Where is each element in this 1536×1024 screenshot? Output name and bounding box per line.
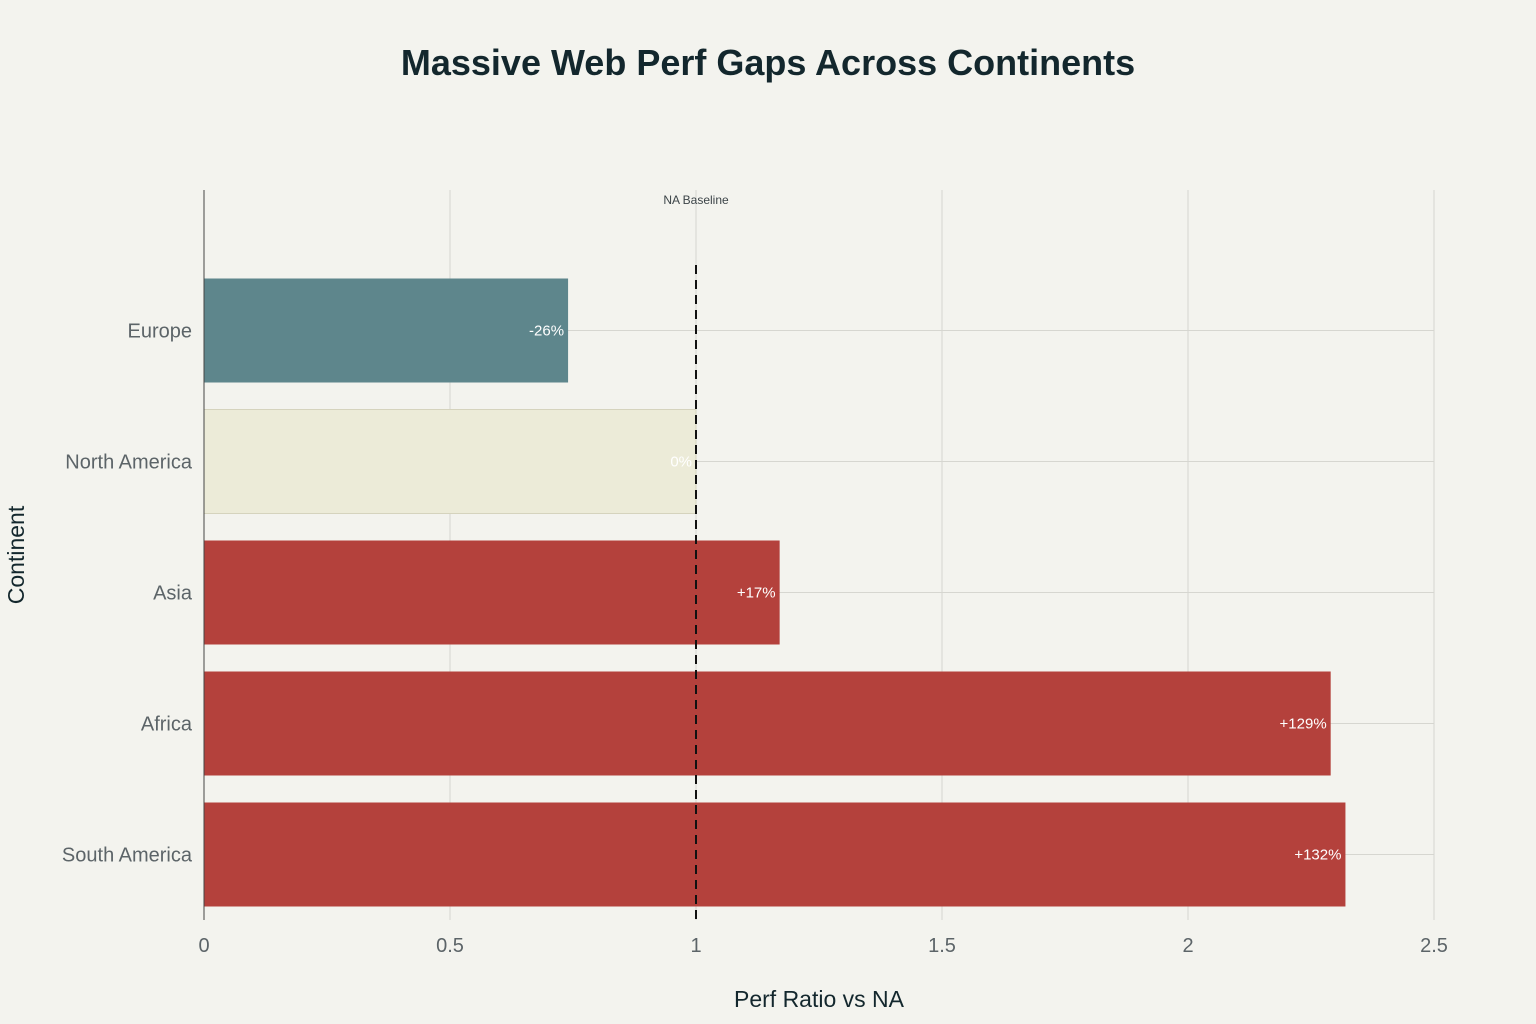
x-tick-label: 2 — [1182, 935, 1193, 957]
y-axis-title: Continent — [3, 505, 29, 604]
bar-africa — [204, 671, 1331, 776]
y-tick-label: Africa — [141, 714, 193, 736]
x-tick-label: 2.5 — [1420, 935, 1448, 957]
data-label: +129% — [1280, 716, 1327, 733]
bars — [203, 278, 1346, 907]
y-tick-label: Asia — [153, 583, 193, 605]
x-tick-label: 0 — [198, 935, 209, 957]
x-tick-label: 1 — [690, 935, 701, 957]
bar-asia — [204, 540, 780, 645]
data-label: +17% — [737, 585, 776, 602]
na-baseline-label: NA Baseline — [663, 193, 729, 207]
x-axis-title: Perf Ratio vs NA — [734, 986, 905, 1012]
data-label: +132% — [1294, 847, 1341, 864]
data-label: 0% — [670, 454, 692, 471]
bar-europe — [204, 278, 569, 383]
reference-line-group: NA Baseline — [663, 193, 729, 920]
y-tick-label: North America — [65, 452, 193, 474]
bar-south-america — [204, 802, 1346, 907]
x-tick-label: 0.5 — [436, 935, 464, 957]
y-tick-label: Europe — [128, 321, 193, 343]
x-tick-label: 1.5 — [928, 935, 956, 957]
data-labels: -26% 0% +17% +129% +132% — [529, 323, 1341, 864]
data-label: -26% — [529, 323, 564, 340]
axes: 0 0.5 1 1.5 2 2.5 Europe North America Asia Afric… — [62, 190, 1448, 957]
y-tick-label: South America — [62, 845, 193, 867]
chart-title: Massive Web Perf Gaps Across Continents — [401, 42, 1135, 83]
bar-north-america — [203, 409, 697, 514]
